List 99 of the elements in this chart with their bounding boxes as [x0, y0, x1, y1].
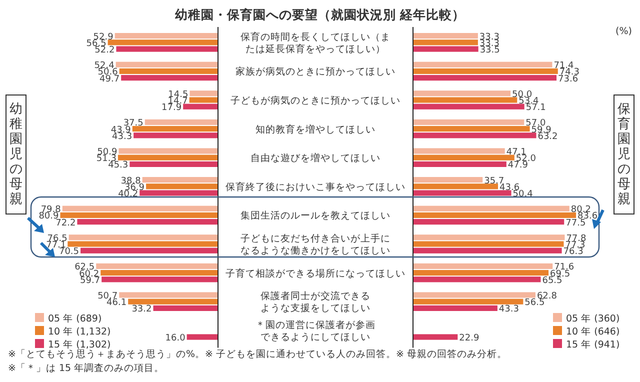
- data-label: 47.9: [508, 160, 528, 171]
- y-tick-label: 保育終了後におけいこ事をやってほしい: [226, 180, 406, 193]
- bar: [132, 126, 218, 132]
- bar: [413, 305, 498, 311]
- bar: [413, 97, 518, 103]
- bar: [68, 241, 218, 247]
- bar: [413, 46, 478, 52]
- legend-label: 15 年 (941): [566, 338, 620, 350]
- data-label: 33.2: [132, 304, 152, 315]
- bar: [108, 40, 218, 46]
- bar: [153, 305, 218, 311]
- text: 幼稚園・保育園への要望（就園状況別 経年比較）: [174, 7, 466, 22]
- y-tick-label: 家族が病気のときに預かってほしい: [236, 66, 396, 78]
- bar: [413, 40, 478, 46]
- bar: [413, 184, 498, 190]
- bar: [116, 62, 218, 68]
- bar: [413, 292, 536, 298]
- bar: [186, 334, 218, 340]
- y-tick-label: 子どもに友だち付き合いが上手になるような働きかけをしてほしい: [240, 232, 390, 256]
- y-axis-title: 保育園児の母親: [618, 102, 630, 207]
- text: (%): [616, 26, 632, 37]
- data-label: 50.4: [512, 190, 534, 200]
- bar: [118, 148, 218, 154]
- data-label: 56.5: [524, 298, 545, 308]
- bar: [114, 33, 218, 39]
- bar: [102, 276, 218, 282]
- data-label: 52.2: [94, 46, 115, 56]
- bar: [144, 119, 218, 125]
- bar: [80, 248, 218, 254]
- bar: [413, 190, 512, 196]
- bar: [190, 90, 218, 96]
- bar: [183, 104, 218, 110]
- text: ※「＊」は 15 年調査のみの項目。: [8, 362, 164, 374]
- legend-label: 10 年 (1,132): [48, 326, 111, 338]
- data-label: 43.3: [498, 304, 519, 315]
- y-tick-label: 子育て相談ができる場所になってほしい: [226, 267, 406, 280]
- bar: [413, 161, 506, 167]
- legend-label: 15 年 (1,302): [48, 338, 111, 350]
- bar: [134, 132, 218, 138]
- y-tick-label: 集団生活のルールを教えてほしい: [240, 210, 390, 222]
- y-axis-title: 幼稚園児の母親: [10, 102, 22, 207]
- data-label: 72.2: [56, 218, 76, 228]
- y-tick-label: 自由な遊びを増やしてほしい: [250, 152, 380, 164]
- bar: [130, 161, 218, 167]
- bar: [146, 184, 218, 190]
- bar: [413, 276, 541, 282]
- bar: [116, 46, 218, 52]
- bar: [413, 119, 524, 125]
- bar: [142, 177, 218, 183]
- bar: [413, 334, 458, 340]
- bar: [96, 263, 218, 269]
- data-label: 63.2: [538, 132, 558, 142]
- legend-label: 05 年 (689): [48, 312, 102, 324]
- bar: [413, 104, 524, 110]
- y-tick-label: 知的教育を増やしてほしい: [256, 123, 376, 136]
- bar: [100, 270, 218, 276]
- data-label: 45.3: [108, 160, 128, 171]
- data-label: 46.1: [106, 298, 127, 308]
- y-tick-label: 子どもが病気のときに預かってほしい: [230, 94, 400, 106]
- bar: [189, 97, 218, 103]
- y-tick-label: 保護者同士が交流できるような支援をしてほしい: [260, 290, 370, 314]
- bar: [413, 248, 562, 254]
- bar: [60, 212, 218, 218]
- data-label: 22.9: [459, 334, 480, 344]
- bar: [413, 298, 524, 304]
- legend-label: 05 年 (360): [566, 312, 620, 324]
- bar: [68, 234, 218, 240]
- bar: [413, 177, 483, 183]
- bar: [413, 68, 558, 74]
- bar: [62, 206, 218, 212]
- bar: [413, 132, 536, 138]
- bar: [119, 68, 218, 74]
- bar: [77, 219, 218, 225]
- data-label: 40.2: [118, 190, 138, 200]
- text: ※「とてもそう思う＋まあそう思う」の%。※ 子どもを園に通わせている人のみ回答。※ 母親の回答のみ分析。: [8, 348, 507, 360]
- y-tick-label: 保育の時間を長くしてほしい（または延長保育をやってほしい）: [240, 30, 390, 55]
- data-label: 57.1: [526, 103, 546, 114]
- data-label: 16.0: [165, 334, 186, 344]
- bar: [128, 298, 218, 304]
- bar: [413, 90, 510, 96]
- bar: [413, 126, 530, 132]
- bar: [140, 190, 218, 196]
- bar: [413, 154, 514, 160]
- legend-label: 10 年 (646): [566, 326, 620, 338]
- bar: [119, 292, 218, 298]
- bar: [413, 148, 505, 154]
- y-tick-label: ＊園の運営に保護者が参画できるようにしてほしい: [256, 318, 376, 343]
- bar: [121, 75, 218, 81]
- bar: [413, 241, 564, 247]
- bar: [413, 263, 553, 269]
- bar: [413, 206, 570, 212]
- bar: [413, 212, 576, 218]
- bar: [413, 219, 564, 225]
- bar: [413, 234, 565, 240]
- bar: [413, 62, 552, 68]
- bar: [413, 75, 557, 81]
- bar: [118, 154, 218, 160]
- bar: [413, 270, 549, 276]
- bar: [413, 33, 478, 39]
